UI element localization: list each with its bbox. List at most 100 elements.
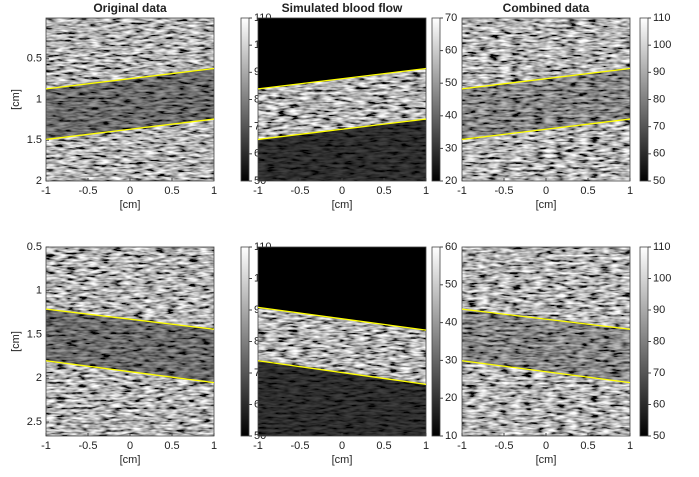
vessel xyxy=(46,309,214,383)
boundary-line xyxy=(461,118,631,141)
y-axis-label: [cm] xyxy=(10,331,22,352)
boundary-line xyxy=(257,118,427,141)
colorbar-tick-label: 110 xyxy=(653,12,671,24)
x-tick-label: 0.5 xyxy=(580,440,595,452)
x-tick-label: -1 xyxy=(253,185,263,197)
x-tick-label: 1 xyxy=(211,440,217,452)
panel-title: Combined data xyxy=(503,1,590,15)
x-tick-label: -1 xyxy=(41,185,51,197)
boundary-line xyxy=(45,360,215,384)
y-tick-label: 0.5 xyxy=(27,241,42,253)
x-tick-label: -1 xyxy=(41,440,51,452)
x-tick-label: 1 xyxy=(211,185,217,197)
x-tick-label: -1 xyxy=(253,440,263,452)
colorbar-tick-label: 60 xyxy=(653,148,665,160)
boundary-line xyxy=(45,67,215,90)
colorbar-tick-label: 60 xyxy=(445,45,457,57)
colorbar-tick-label: 90 xyxy=(653,304,665,316)
colorbar-tick-label: 50 xyxy=(653,175,665,187)
x-tick-label: -0.5 xyxy=(495,185,514,197)
colorbar-tick-label: 70 xyxy=(653,121,665,133)
colorbar-tick-label: 60 xyxy=(445,241,457,253)
x-tick-label: 0 xyxy=(127,185,133,197)
background xyxy=(258,18,426,89)
colorbar xyxy=(639,17,649,182)
colorbar xyxy=(240,246,250,437)
x-tick-label: 1 xyxy=(627,185,633,197)
boundary-line xyxy=(257,360,427,386)
y-tick-label: 1.5 xyxy=(27,134,42,146)
colorbar xyxy=(431,17,441,182)
x-tick-label: -1 xyxy=(457,185,467,197)
colorbar-tick-label: 90 xyxy=(653,66,665,78)
colorbar-tick-label: 20 xyxy=(445,392,457,404)
x-tick-label: 0.5 xyxy=(164,440,179,452)
x-tick-label: 0.5 xyxy=(376,440,391,452)
colorbar-tick-label: 50 xyxy=(445,279,457,291)
x-tick-label: -0.5 xyxy=(495,440,514,452)
colorbar-tick-label: 50 xyxy=(653,430,665,442)
x-axis-label: [cm] xyxy=(536,454,557,466)
boundary-line xyxy=(45,118,215,141)
colorbar-tick-label: 40 xyxy=(445,110,457,122)
speckle xyxy=(462,247,630,436)
speckle xyxy=(46,247,214,436)
x-tick-label: 1 xyxy=(627,440,633,452)
image xyxy=(462,18,630,181)
image xyxy=(258,247,426,436)
y-axis-label: [cm] xyxy=(10,89,22,110)
y-tick-label: 2.5 xyxy=(27,416,42,428)
vessel xyxy=(46,68,214,140)
x-tick-label: 0 xyxy=(127,440,133,452)
x-tick-label: -0.5 xyxy=(79,440,98,452)
colorbar xyxy=(639,246,649,437)
x-tick-label: 1 xyxy=(423,185,429,197)
y-tick-label: 1.5 xyxy=(27,328,42,340)
x-tick-label: 0.5 xyxy=(376,185,391,197)
background xyxy=(258,247,426,331)
colorbar-tick-label: 100 xyxy=(653,272,671,284)
x-tick-label: -0.5 xyxy=(291,185,310,197)
x-axis-label: [cm] xyxy=(120,454,141,466)
boundary-line xyxy=(257,67,427,90)
vessel xyxy=(462,309,630,383)
colorbar-tick-label: 50 xyxy=(445,77,457,89)
x-tick-label: -0.5 xyxy=(79,185,98,197)
colorbar-tick-label: 80 xyxy=(653,335,665,347)
x-tick-label: 0.5 xyxy=(164,185,179,197)
colorbar-tick-label: 30 xyxy=(445,142,457,154)
x-tick-label: 0 xyxy=(543,440,549,452)
y-tick-label: 0.5 xyxy=(27,53,42,65)
image xyxy=(46,247,214,436)
boundary-line xyxy=(461,67,631,90)
x-axis-label: [cm] xyxy=(536,199,557,211)
boundary-line xyxy=(461,360,631,384)
y-tick-label: 1 xyxy=(36,93,42,105)
x-axis-label: [cm] xyxy=(120,199,141,211)
x-tick-label: 0 xyxy=(339,185,345,197)
x-tick-label: -1 xyxy=(457,440,467,452)
image xyxy=(462,247,630,436)
colorbar-tick-label: 40 xyxy=(445,317,457,329)
colorbar-tick-label: 30 xyxy=(445,354,457,366)
speckle xyxy=(462,18,630,181)
y-tick-label: 1 xyxy=(36,285,42,297)
x-tick-label: 0.5 xyxy=(580,185,595,197)
colorbar-tick-label: 60 xyxy=(653,398,665,410)
x-tick-label: 0 xyxy=(543,185,549,197)
x-axis-label: [cm] xyxy=(332,199,353,211)
x-tick-label: 0 xyxy=(339,440,345,452)
colorbar-tick-label: 70 xyxy=(445,12,457,24)
boundary-line xyxy=(461,308,631,330)
y-tick-label: 2 xyxy=(36,175,42,187)
vessel xyxy=(462,68,630,140)
panel-title: Simulated blood flow xyxy=(282,1,403,15)
colorbar-tick-label: 80 xyxy=(653,93,665,105)
colorbar xyxy=(240,17,250,182)
image xyxy=(258,18,426,181)
y-tick-label: 2 xyxy=(36,372,42,384)
colorbar-tick-label: 110 xyxy=(653,241,671,253)
speckle xyxy=(46,18,214,181)
